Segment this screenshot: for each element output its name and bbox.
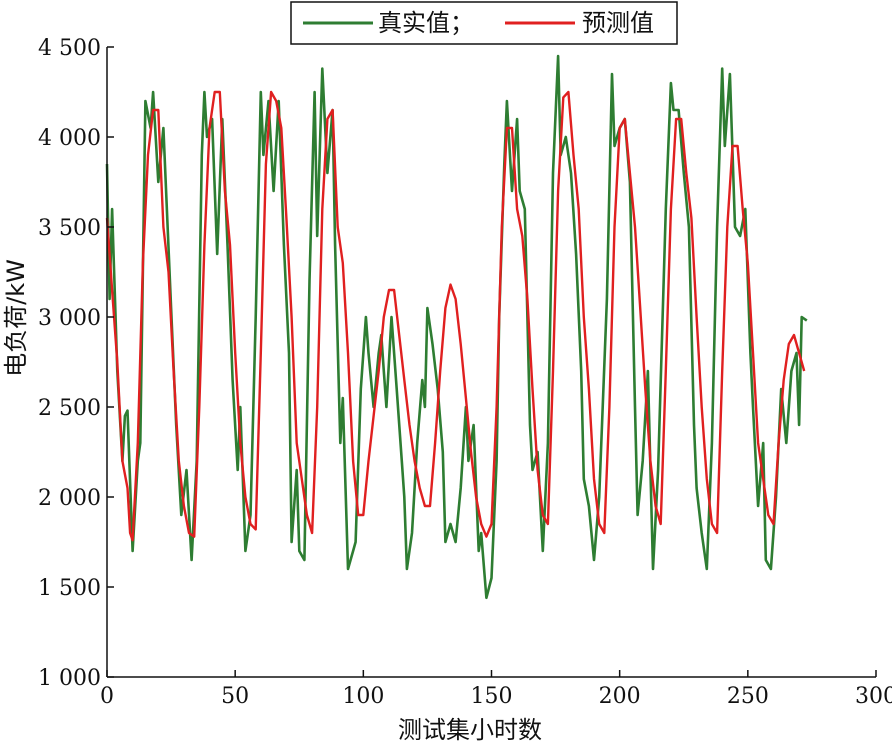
x-tick-label: 150 bbox=[471, 684, 513, 709]
x-tick-label: 200 bbox=[599, 684, 641, 709]
legend-label-predicted: 预测值 bbox=[582, 9, 654, 37]
x-tick-label: 300 bbox=[855, 684, 892, 709]
axes-layer: 1 000 1 500 2 000 2 500 3 000 3 500 4 000 4 500… bbox=[38, 36, 892, 709]
y-tick-label: 2 500 bbox=[38, 396, 101, 421]
y-tick-label: 1 500 bbox=[38, 576, 101, 601]
y-tick-label: 1 000 bbox=[38, 666, 101, 691]
y-axis-title: 电负荷/kW bbox=[2, 259, 30, 377]
y-tick-label: 3 500 bbox=[38, 216, 101, 241]
y-tick-label: 4 000 bbox=[38, 126, 101, 151]
legend-label-actual: 真实值； bbox=[378, 9, 474, 37]
x-axis-title: 测试集小时数 bbox=[398, 716, 542, 744]
x-tick-label: 100 bbox=[342, 684, 384, 709]
x-tick-label: 250 bbox=[727, 684, 769, 709]
legend: 真实值； 预测值 bbox=[290, 1, 678, 45]
series-layer bbox=[105, 54, 808, 600]
y-tick-label: 3 000 bbox=[38, 306, 101, 331]
x-tick-label: 0 bbox=[100, 684, 114, 709]
y-tick-label: 4 500 bbox=[38, 36, 101, 61]
series-predicted-line bbox=[105, 90, 806, 542]
y-tick-label: 2 000 bbox=[38, 486, 101, 511]
x-tick-label: 50 bbox=[221, 684, 249, 709]
